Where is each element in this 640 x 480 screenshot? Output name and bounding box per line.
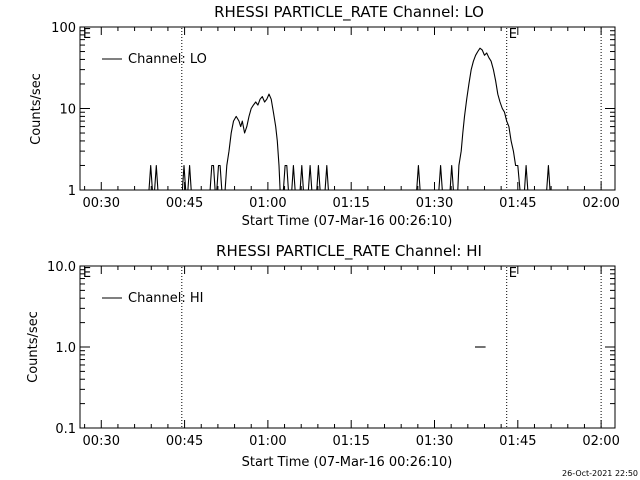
series-line [324,164,329,191]
series-line [291,164,296,191]
x-tick-label: 02:00 [582,196,619,211]
x-tick-label: 02:00 [582,434,619,449]
x-tick-label: 01:45 [499,196,536,211]
x-tick-label: 00:45 [166,434,203,449]
y-tick-label: 1.0 [55,341,76,356]
x-tick-label: 01:15 [332,434,369,449]
x-tick-label: 00:30 [83,434,120,449]
chart-title: RHESSI PARTICLE_RATE Channel: LO [214,3,484,22]
footer-timestamp: 26-Oct-2021 22:50 [562,469,638,478]
y-tick-label: 1 [68,184,76,199]
series-line [416,164,421,191]
series-line [148,164,153,191]
panel-hi: RHESSI PARTICLE_RATE Channel: HI Counts/… [26,242,620,470]
y-tick-label: 10.0 [47,260,76,275]
x-tick-label: 01:30 [416,434,453,449]
legend-label: Channel: LO [128,52,207,67]
y-tick-label: 0.1 [55,422,76,437]
legend-label: Channel: HI [128,291,204,306]
y-tick-label: 10 [59,103,76,118]
series-line [187,164,192,191]
series-line [282,164,289,191]
series-line [316,164,321,191]
series-line [457,47,521,191]
x-axis-label: Start Time (07-Mar-16 00:26:10) [242,214,453,229]
x-tick-label: 00:45 [166,196,203,211]
x-tick-label: 01:45 [499,434,536,449]
y-axis-label: Counts/sec [26,311,41,383]
series-line [224,93,281,191]
y-tick-label: 100 [51,21,76,36]
chart-title: RHESSI PARTICLE_RATE Channel: HI [216,242,482,261]
panel-lo: RHESSI PARTICLE_RATE Channel: LO Counts/… [29,3,620,229]
series-line [523,164,529,191]
x-tick-label: 01:00 [249,196,286,211]
y-axis-label: Counts/sec [29,73,44,145]
series-line [209,164,216,191]
x-tick-label: 01:00 [249,434,286,449]
series-line [307,164,313,191]
flag-marker: E [509,27,517,42]
series-line [216,164,223,191]
x-tick-label: 01:15 [332,196,369,211]
plot-marks: 00:30 00:45 01:00 01:15 01:30 01:45 02:00 1 10 10… [51,21,620,211]
series-line [438,164,443,191]
series-line [154,164,159,191]
series-line [449,164,454,191]
series-line [299,164,304,191]
flag-marker: E [509,266,517,281]
plot-marks: 00:30 00:45 01:00 01:15 01:30 01:45 02:00 0.1 1.… [47,260,620,449]
series-line [181,164,187,191]
flag-marker: E [83,27,91,42]
flag-marker: E [83,266,91,281]
x-tick-label: 01:30 [416,196,453,211]
x-axis-label: Start Time (07-Mar-16 00:26:10) [242,455,453,470]
x-tick-label: 00:30 [83,196,120,211]
series-line [546,164,551,191]
